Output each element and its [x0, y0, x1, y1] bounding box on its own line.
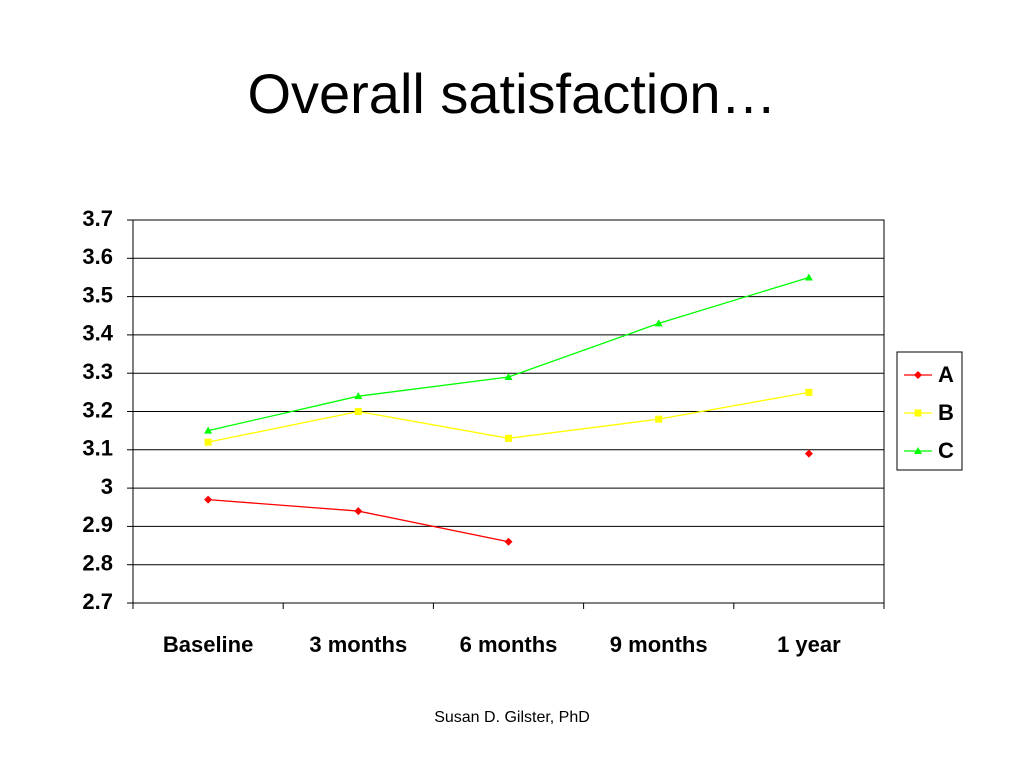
- slide-title: Overall satisfaction…: [247, 62, 776, 125]
- legend-box: [896, 351, 963, 471]
- y-tick-label: 2.9: [82, 512, 113, 537]
- legend-label: C: [938, 438, 954, 463]
- data-point: [504, 373, 513, 381]
- y-tick-label: 3.2: [82, 397, 113, 422]
- data-point: [805, 388, 813, 396]
- legend-label: A: [938, 362, 954, 387]
- data-point: [354, 507, 363, 516]
- data-point: [354, 408, 362, 415]
- x-tick-label: 3 months: [309, 632, 407, 657]
- y-tick-label: 3.1: [82, 436, 113, 461]
- data-point: [204, 426, 213, 434]
- series-line: [207, 391, 810, 443]
- legend-marker: [914, 409, 922, 417]
- y-tick-label: 2.8: [82, 551, 113, 576]
- data-point: [804, 273, 813, 281]
- x-tick-label: Baseline: [163, 632, 254, 657]
- series-line: [207, 276, 810, 432]
- series-line: [208, 454, 809, 542]
- y-tick-label: 3.6: [82, 244, 113, 269]
- y-tick-label: 3.4: [82, 321, 113, 346]
- data-point: [655, 415, 663, 423]
- y-tick-label: 3: [101, 474, 113, 499]
- data-point: [204, 438, 212, 446]
- y-tick-label: 3.3: [82, 359, 113, 384]
- legend-marker: [914, 371, 922, 379]
- data-point: [354, 392, 363, 400]
- x-tick-label: 6 months: [460, 632, 558, 657]
- data-point: [504, 537, 513, 546]
- y-tick-label: 3.7: [82, 206, 113, 231]
- x-tick-label: 1 year: [777, 632, 841, 657]
- footer: Susan D. Gilster, PhD: [434, 709, 590, 726]
- data-point: [804, 449, 813, 458]
- data-point: [204, 495, 213, 504]
- plot-frame: [132, 219, 885, 604]
- y-tick-label: 3.5: [82, 282, 113, 307]
- legend-label: B: [938, 400, 954, 425]
- data-point: [505, 434, 512, 442]
- x-tick-label: 9 months: [610, 632, 708, 657]
- legend-marker: [914, 447, 922, 454]
- data-point: [654, 319, 663, 327]
- y-tick-label: 2.7: [82, 589, 113, 614]
